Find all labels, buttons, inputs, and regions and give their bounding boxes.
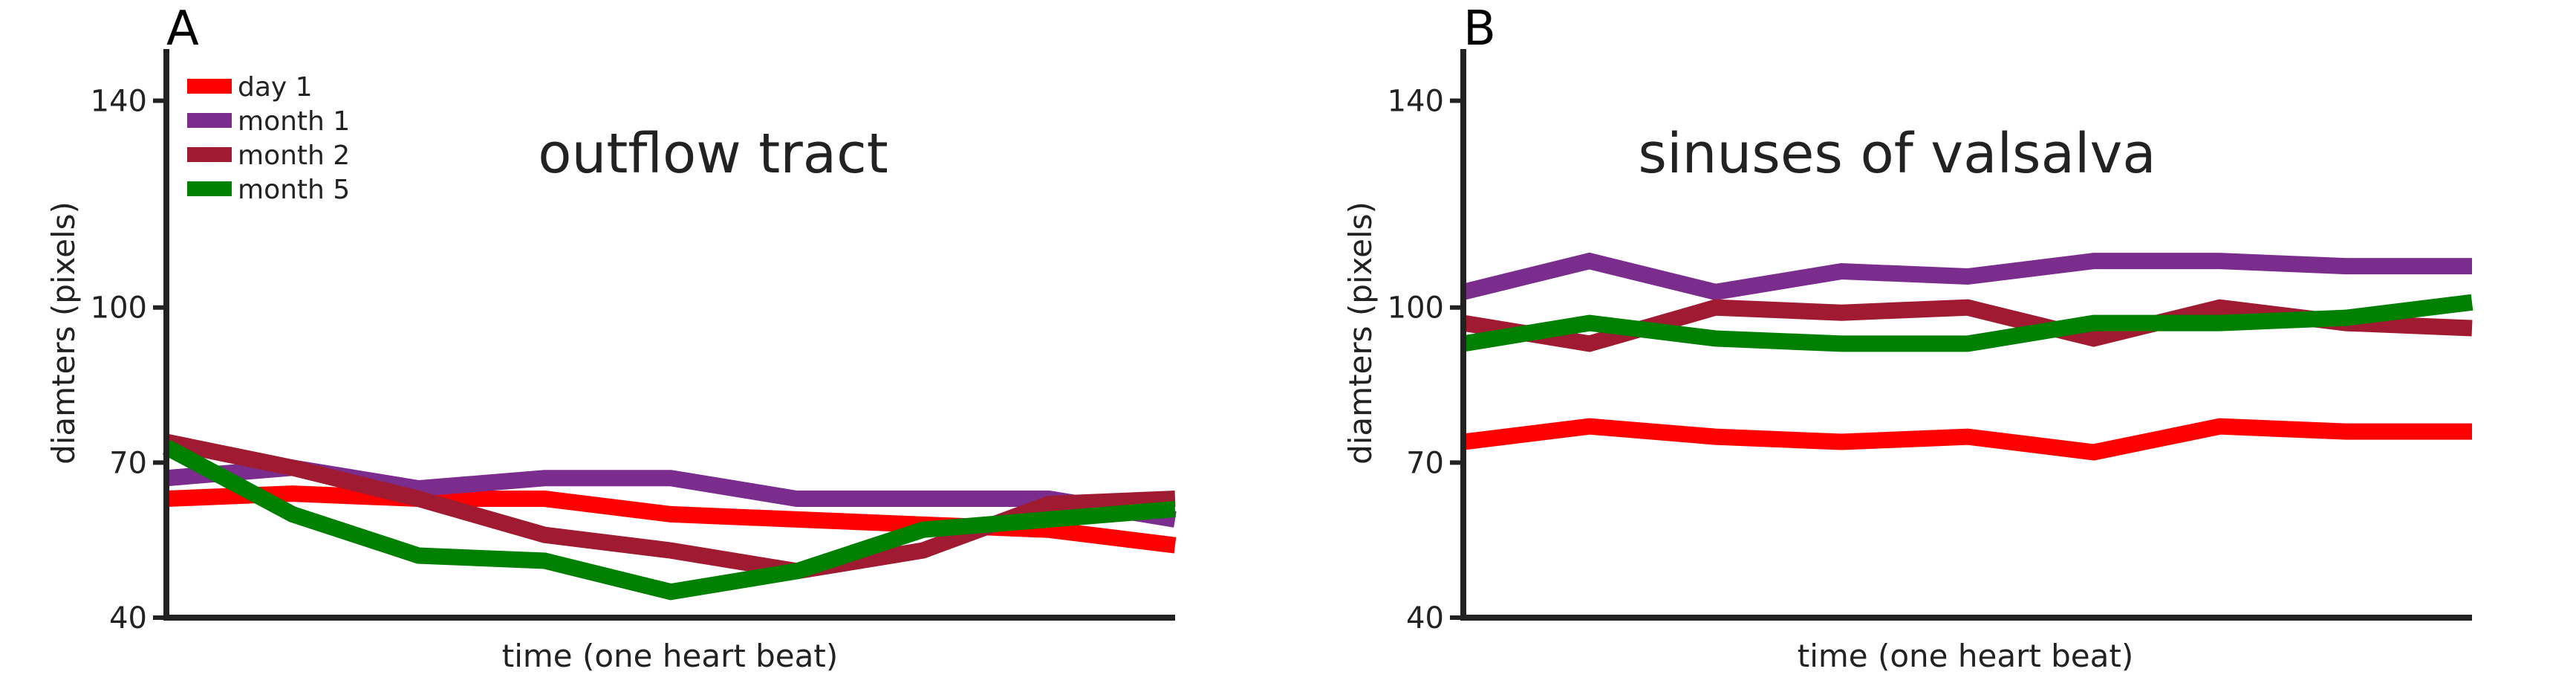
y-tick-layer: 40 70 100 140	[91, 85, 166, 635]
series-line-month-5	[162, 439, 1176, 601]
legend-label: day 1	[238, 72, 313, 103]
y-tick-layer: 40 70 100 140	[1388, 85, 1463, 635]
chart-title: outflow tract	[538, 122, 888, 186]
y-axis-label: diamters (pixels)	[45, 201, 82, 465]
y-tick-label: 140	[1388, 85, 1444, 119]
series-layer	[1461, 252, 2473, 461]
x-axis-label: time (one heart beat)	[502, 638, 839, 674]
panel-sinuses-of-valsalva: B sinuses of valsalva diamters (pixels) …	[1342, 1, 2473, 674]
y-tick-label: 100	[1388, 291, 1444, 326]
y-axis-label: diamters (pixels)	[1342, 201, 1379, 465]
series-line-month-1	[1461, 252, 2472, 301]
series-line-month-5	[1462, 294, 2473, 352]
legend-label: month 2	[238, 140, 350, 171]
series-layer	[162, 433, 1177, 601]
x-axis-label: time (one heart beat)	[1798, 638, 2134, 674]
y-tick-label: 40	[1406, 601, 1444, 635]
y-tick-label: 40	[109, 601, 147, 635]
series-line-day-1	[1462, 418, 2472, 461]
y-tick-label: 70	[109, 446, 147, 480]
legend-item: month 1	[187, 106, 350, 137]
legend-item: day 1	[187, 72, 313, 103]
y-tick-label: 100	[91, 291, 147, 326]
chart-title: sinuses of valsalva	[1638, 122, 2156, 186]
legend: day 1 month 1 month 2 month 5	[187, 72, 350, 205]
legend-label: month 5	[238, 175, 350, 205]
legend-label: month 1	[238, 106, 350, 137]
y-tick-label: 70	[1406, 446, 1444, 480]
panel-letter-b: B	[1463, 1, 1496, 56]
legend-item: month 2	[187, 140, 350, 171]
legend-item: month 5	[187, 175, 350, 205]
panel-outflow-tract: A outflow tract diamters (pixels) time (…	[45, 1, 1177, 674]
y-tick-label: 140	[91, 85, 147, 119]
panel-letter-a: A	[166, 1, 199, 56]
